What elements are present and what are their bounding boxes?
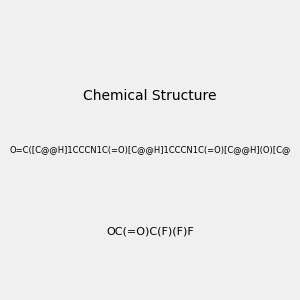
Text: O=C([C@@H]1CCCN1C(=O)[C@@H]1CCCN1C(=O)[C@@H](O)[C@: O=C([C@@H]1CCCN1C(=O)[C@@H]1CCCN1C(=O)[C…	[9, 146, 291, 154]
Text: Chemical Structure: Chemical Structure	[83, 89, 217, 103]
Text: OC(=O)C(F)(F)F: OC(=O)C(F)(F)F	[106, 226, 194, 236]
